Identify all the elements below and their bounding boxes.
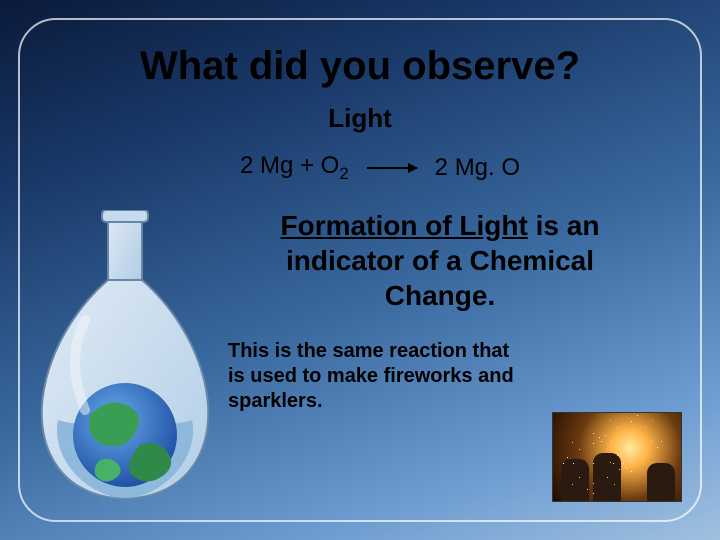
equation-left-subscript: 2 [339,164,348,183]
sparkler-photo [552,412,682,502]
footnote: This is the same reaction that is used t… [228,339,522,414]
chemical-equation: 2 Mg + O2 2 Mg. O [48,152,672,184]
equation-products: 2 Mg. O [435,154,520,182]
slide-title: What did you observe? [48,44,672,89]
arrow-icon [367,167,417,169]
photo-person [593,453,621,501]
key-statement: Formation of Light is an indicator of a … [248,208,632,313]
equation-reactants: 2 Mg + O2 [240,152,349,184]
equation-left: 2 Mg + O [240,152,339,179]
photo-person [561,459,589,501]
slide-subtitle: Light [48,103,672,134]
sparkler-icon [593,463,594,464]
photo-person [647,463,675,501]
statement-underlined: Formation of Light [281,210,528,241]
sparkler-icon [631,441,632,442]
